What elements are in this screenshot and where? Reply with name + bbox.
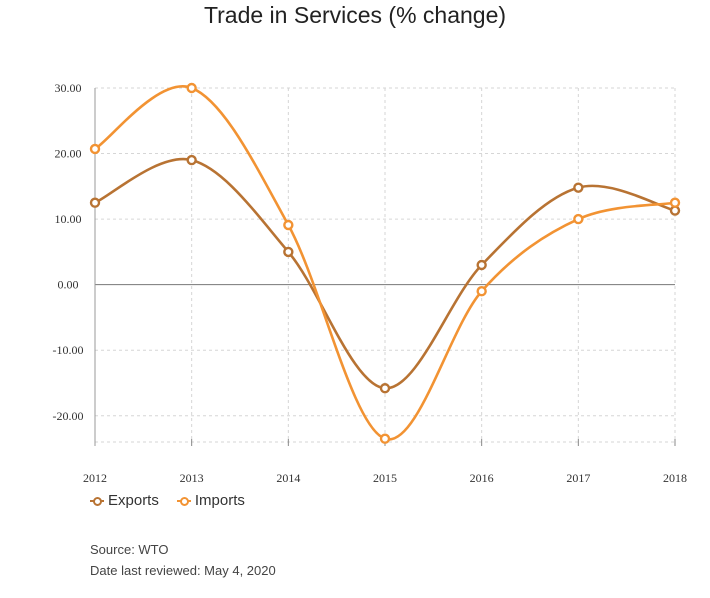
y-tick-label: 20.00 [55,147,82,161]
data-points [89,82,681,444]
y-tick-label: 10.00 [55,212,82,226]
y-tick-label: 0.00 [58,278,79,292]
y-tick-labels: 30.00 20.00 10.00 0.00 -10.00 -20.00 [53,81,84,423]
legend-item-exports[interactable]: Exports [90,492,159,509]
footer: Source: WTO Date last reviewed: May 4, 2… [90,539,276,581]
x-tick-labels: 2012 2013 2014 2015 2016 2017 2018 [83,471,687,485]
reviewed-date-text: Date last reviewed: May 4, 2020 [90,563,276,578]
imports-data-point[interactable] [476,286,487,297]
source-text: Source: WTO [90,542,169,557]
exports-data-point[interactable] [379,383,391,394]
exports-data-point[interactable] [476,259,487,271]
x-tick-label: 2013 [180,471,204,485]
x-tick-label: 2017 [566,471,590,485]
exports-data-point[interactable] [283,246,294,258]
y-tick-label: -10.00 [53,343,84,357]
x-tick-label: 2014 [276,471,300,485]
legend-item-imports[interactable]: Imports [176,492,245,509]
imports-marker-icon [176,496,191,506]
imports-data-point[interactable] [186,82,197,94]
legend-label-exports: Exports [108,492,159,509]
x-tick-label: 2015 [373,471,397,485]
x-tick-label: 2018 [663,471,687,485]
x-tick-label: 2016 [470,471,494,485]
chart-title: Trade in Services (% change) [203,2,507,28]
imports-data-point[interactable] [89,143,101,155]
exports-data-point[interactable] [89,197,101,208]
exports-marker-icon [90,496,104,506]
exports-data-point[interactable] [186,154,197,166]
y-tick-label: -20.00 [53,409,84,423]
imports-data-point[interactable] [669,197,681,208]
imports-data-point[interactable] [573,213,584,225]
legend-label-imports: Imports [194,492,245,509]
legend: Exports Imports [90,492,245,509]
x-tick-label: 2012 [83,471,107,485]
y-tick-label: 30.00 [55,81,82,95]
imports-data-point[interactable] [379,433,391,444]
imports-data-point[interactable] [283,219,294,231]
exports-data-point[interactable] [573,182,584,193]
